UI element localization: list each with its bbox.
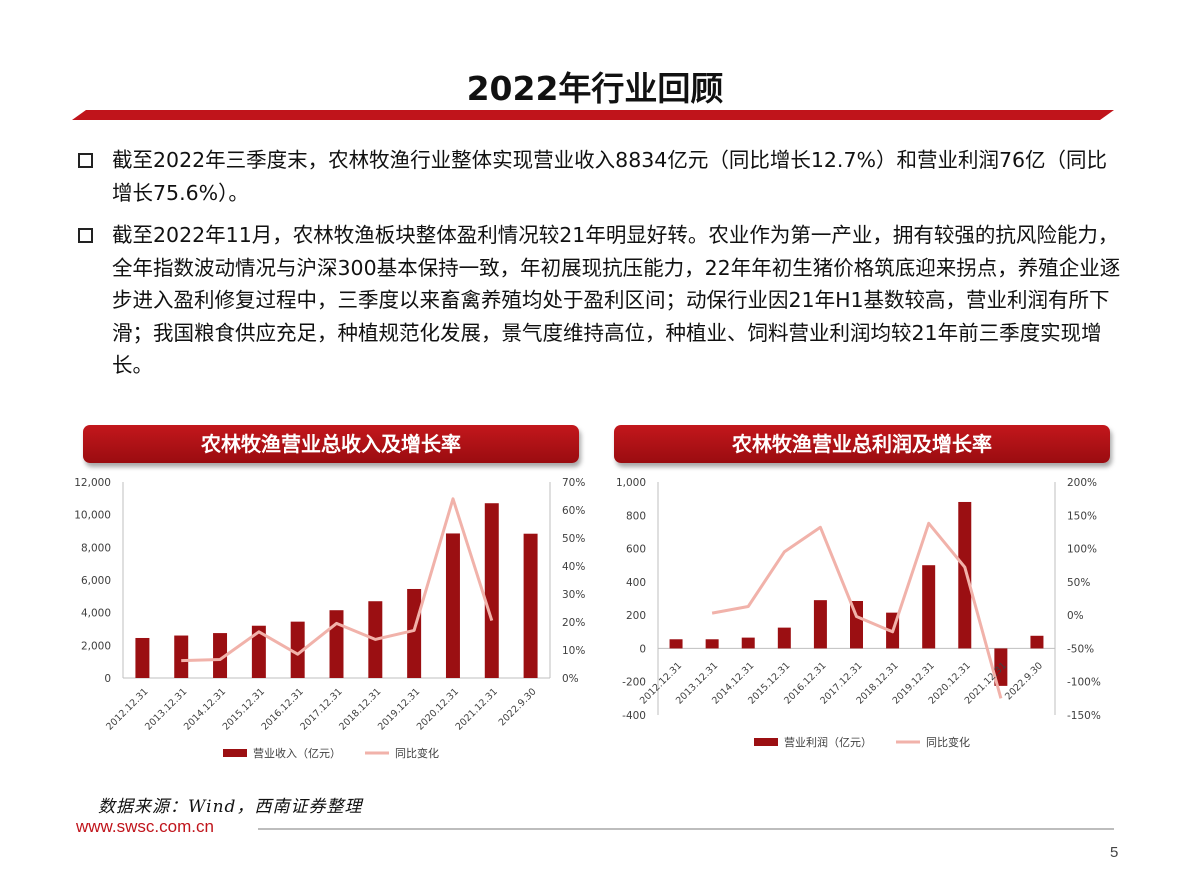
bullet-item: 截至2022年三季度末，农林牧渔行业整体实现营业收入8834亿元（同比增长12.… xyxy=(78,144,1123,209)
y-tick-label: 600 xyxy=(626,544,646,556)
profit-chart: 1,000 800 600 400 200 0 -200 -400 200% 150% 100% 50… xyxy=(616,477,1101,749)
data-bar xyxy=(445,533,460,678)
data-source-note: 数据来源：Wind，西南证券整理 xyxy=(98,797,363,817)
legend-line-label: 同比变化 xyxy=(926,735,970,749)
checkbox-bullet-icon xyxy=(78,153,93,168)
legend-line-label: 同比变化 xyxy=(395,746,439,760)
revenue-chart: 12,000 10,000 8,000 6,000 4,000 2,000 0 70% 60% 5… xyxy=(74,477,585,760)
y2-tick-label: 40% xyxy=(562,561,585,573)
y-tick-label: 10,000 xyxy=(74,510,111,522)
data-bar xyxy=(484,503,499,678)
y-tick-label: 2,000 xyxy=(81,640,111,652)
bullet-item: 截至2022年11月，农林牧渔板块整体盈利情况较21年明显好转。农业作为第一产业… xyxy=(78,219,1123,382)
x-tick-label: 2022.9.30 xyxy=(1003,660,1045,702)
page-number: 5 xyxy=(1110,844,1119,861)
y-tick-label: 6,000 xyxy=(81,575,111,587)
bullet-list: 截至2022年三季度末，农林牧渔行业整体实现营业收入8834亿元（同比增长12.… xyxy=(78,144,1123,382)
data-bar xyxy=(329,610,344,678)
data-bar xyxy=(290,621,305,678)
data-bar xyxy=(523,533,538,678)
y2-tick-label: 50% xyxy=(1067,577,1090,589)
y2-tick-label: -50% xyxy=(1067,643,1094,655)
profit-chart-panel xyxy=(610,460,1120,760)
y-tick-label: -200 xyxy=(622,677,646,689)
legend-bar-swatch xyxy=(223,749,247,757)
y2-tick-label: 0% xyxy=(1067,610,1084,622)
bullet-text: 截至2022年11月，农林牧渔板块整体盈利情况较21年明显好转。农业作为第一产业… xyxy=(112,223,1121,377)
website-link[interactable]: www.swsc.com.cn xyxy=(76,817,214,836)
y-tick-label: -400 xyxy=(622,710,646,722)
x-tick-label: 2022.9.30 xyxy=(497,686,539,728)
data-bar xyxy=(741,637,755,649)
data-bar xyxy=(407,588,422,678)
data-bar xyxy=(135,637,150,678)
y2-tick-label: -150% xyxy=(1067,710,1101,722)
y2-tick-label: 70% xyxy=(562,477,585,489)
y-tick-label: 4,000 xyxy=(81,608,111,620)
y-tick-label: 12,000 xyxy=(74,477,111,489)
data-bar xyxy=(958,501,972,649)
legend-bar-swatch xyxy=(754,738,778,746)
data-bar xyxy=(251,625,266,678)
bullet-text: 截至2022年三季度末，农林牧渔行业整体实现营业收入8834亿元（同比增长12.… xyxy=(112,148,1108,205)
y2-tick-label: 10% xyxy=(562,645,585,657)
data-bar xyxy=(705,639,719,649)
y-tick-label: 800 xyxy=(626,510,646,522)
y2-tick-label: 30% xyxy=(562,589,585,601)
y-tick-label: 200 xyxy=(626,610,646,622)
data-bar xyxy=(669,639,683,649)
y2-tick-label: 100% xyxy=(1067,544,1097,556)
data-bar xyxy=(813,600,827,649)
y-tick-label: 0 xyxy=(639,643,646,655)
data-bar xyxy=(1030,635,1044,649)
y-tick-label: 1,000 xyxy=(616,477,646,489)
y2-tick-label: 0% xyxy=(562,673,579,685)
y2-tick-label: 50% xyxy=(562,533,585,545)
data-bar xyxy=(850,600,863,649)
profit-chart-title: 农林牧渔营业总利润及增长率 xyxy=(614,425,1110,463)
y-tick-label: 400 xyxy=(626,577,646,589)
legend-bar-label: 营业利润（亿元） xyxy=(784,735,872,749)
y-tick-label: 8,000 xyxy=(81,542,111,554)
y2-tick-label: 150% xyxy=(1067,510,1097,522)
y2-tick-label: 200% xyxy=(1067,477,1097,489)
data-bar xyxy=(174,635,189,678)
y2-tick-label: 60% xyxy=(562,505,585,517)
footer-divider xyxy=(258,828,1114,830)
revenue-chart-title: 农林牧渔营业总收入及增长率 xyxy=(83,425,579,463)
data-bar xyxy=(994,648,1008,686)
data-bar xyxy=(777,627,791,649)
y2-tick-label: -100% xyxy=(1067,677,1101,689)
legend-bar-label: 营业收入（亿元） xyxy=(253,746,341,760)
yoy-change-line xyxy=(181,497,494,663)
checkbox-bullet-icon xyxy=(78,228,93,243)
data-bar xyxy=(922,565,936,649)
y2-tick-label: 20% xyxy=(562,617,585,629)
title-underline xyxy=(72,110,1114,120)
page-title: 2022年行业回顾 xyxy=(466,69,724,108)
data-bar xyxy=(213,633,228,678)
y-tick-label: 0 xyxy=(104,673,111,685)
yoy-change-line xyxy=(711,521,1003,699)
x-tick-label: 2021.12.31 xyxy=(454,686,500,732)
